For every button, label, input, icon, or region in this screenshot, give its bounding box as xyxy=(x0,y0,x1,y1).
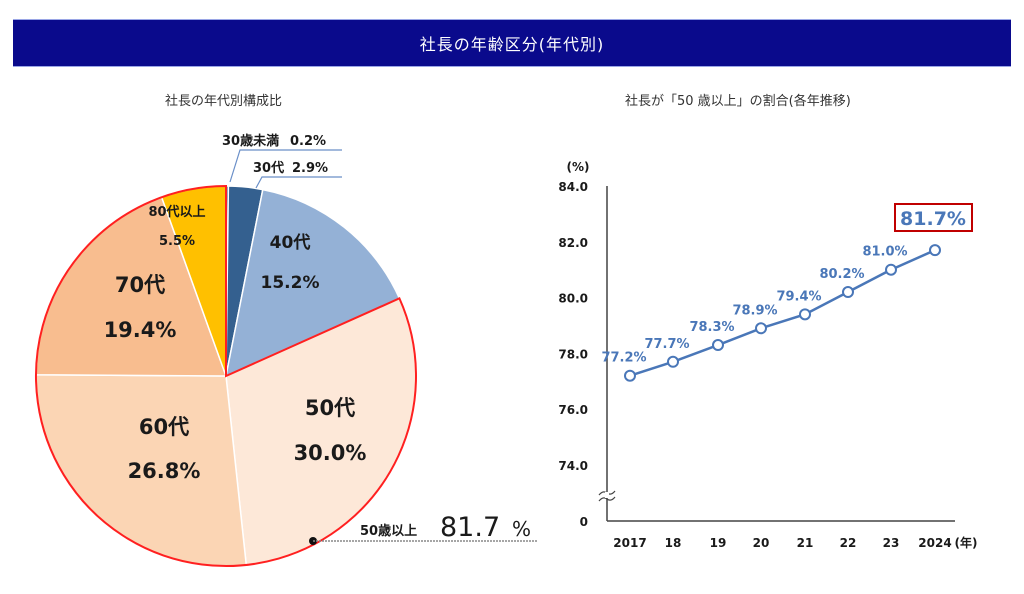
header-banner: 社長の年齢区分(年代別) xyxy=(13,19,1011,67)
slice-label: 50代 xyxy=(305,396,355,420)
highlight-outline xyxy=(34,184,417,567)
data-label: 79.4% xyxy=(776,289,821,304)
data-label: 78.9% xyxy=(732,303,777,318)
slice-label: 80代以上 xyxy=(148,204,205,220)
x-tick-label: 23 xyxy=(883,536,900,550)
data-point xyxy=(929,244,941,257)
slice-value: 5.5% xyxy=(159,234,195,249)
slice-label: 70代 xyxy=(115,273,165,297)
data-point xyxy=(667,355,679,368)
slice-value: 19.4% xyxy=(104,318,177,342)
callout-line xyxy=(229,149,342,183)
y-tick-label: 80.0 xyxy=(558,292,588,306)
slice-label: 30歳未満 xyxy=(222,133,279,149)
data-point xyxy=(624,369,636,382)
x-axis-unit: (年) xyxy=(955,535,978,550)
slice-value: 26.8% xyxy=(128,459,201,483)
x-tick-label: 20 xyxy=(753,536,770,550)
x-tick-label: 19 xyxy=(710,536,727,550)
pie-chart-title: 社長の年代別構成比 xyxy=(165,94,283,109)
x-tick-label: 22 xyxy=(840,536,857,550)
highlight-label: 50歳以上 xyxy=(360,523,417,539)
line-chart-title: 社長が「50 歳以上」の割合(各年推移) xyxy=(625,94,851,109)
pie-slice xyxy=(224,188,401,378)
y-tick-label: 82.0 xyxy=(558,236,588,250)
callout-line xyxy=(255,176,342,189)
highlight-unit: % xyxy=(512,517,531,541)
data-point xyxy=(755,322,767,335)
data-label-highlight: 81.7% xyxy=(900,208,966,230)
data-point xyxy=(799,308,811,321)
slice-value: 2.9% xyxy=(292,161,328,176)
page-title: 社長の年齢区分(年代別) xyxy=(419,35,605,54)
data-label: 78.3% xyxy=(689,320,734,335)
axis-break-gap xyxy=(605,492,609,498)
x-tick-label: 2017 xyxy=(613,536,646,550)
data-point xyxy=(842,286,854,299)
highlight-value: 81.7 xyxy=(440,512,500,543)
data-point xyxy=(885,263,897,276)
series-line xyxy=(629,249,936,377)
highlight-box xyxy=(894,203,973,232)
slice-value: 30.0% xyxy=(294,441,367,465)
data-label: 77.2% xyxy=(601,351,646,366)
x-tick-label: 2024 xyxy=(918,536,951,550)
data-label: 81.0% xyxy=(862,245,907,260)
y-tick-label: 84.0 xyxy=(558,180,588,194)
slice-value: 15.2% xyxy=(261,273,320,293)
data-label: 80.2% xyxy=(819,267,864,282)
data-label: 77.7% xyxy=(644,337,689,352)
slice-value: 0.2% xyxy=(290,134,326,149)
slice-label: 60代 xyxy=(139,415,189,439)
data-point xyxy=(712,339,724,352)
slice-label: 40代 xyxy=(270,232,311,253)
y-tick-label: 0 xyxy=(580,515,588,529)
x-tick-label: 18 xyxy=(665,536,682,550)
y-tick-label: 74.0 xyxy=(558,459,588,473)
y-tick-label: 76.0 xyxy=(558,403,588,417)
x-tick-label: 21 xyxy=(797,536,814,550)
y-tick-label: 78.0 xyxy=(558,347,588,361)
slice-label: 30代 xyxy=(253,160,284,176)
y-axis-unit: (%) xyxy=(567,160,590,174)
pie-chart: 40代 15.2% 50代 30.0% 60代 26.8% 70代 19.4% 80代以上 5.5… xyxy=(34,133,538,567)
